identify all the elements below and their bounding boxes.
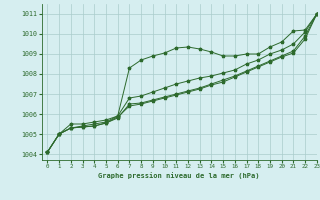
X-axis label: Graphe pression niveau de la mer (hPa): Graphe pression niveau de la mer (hPa) [99, 172, 260, 179]
